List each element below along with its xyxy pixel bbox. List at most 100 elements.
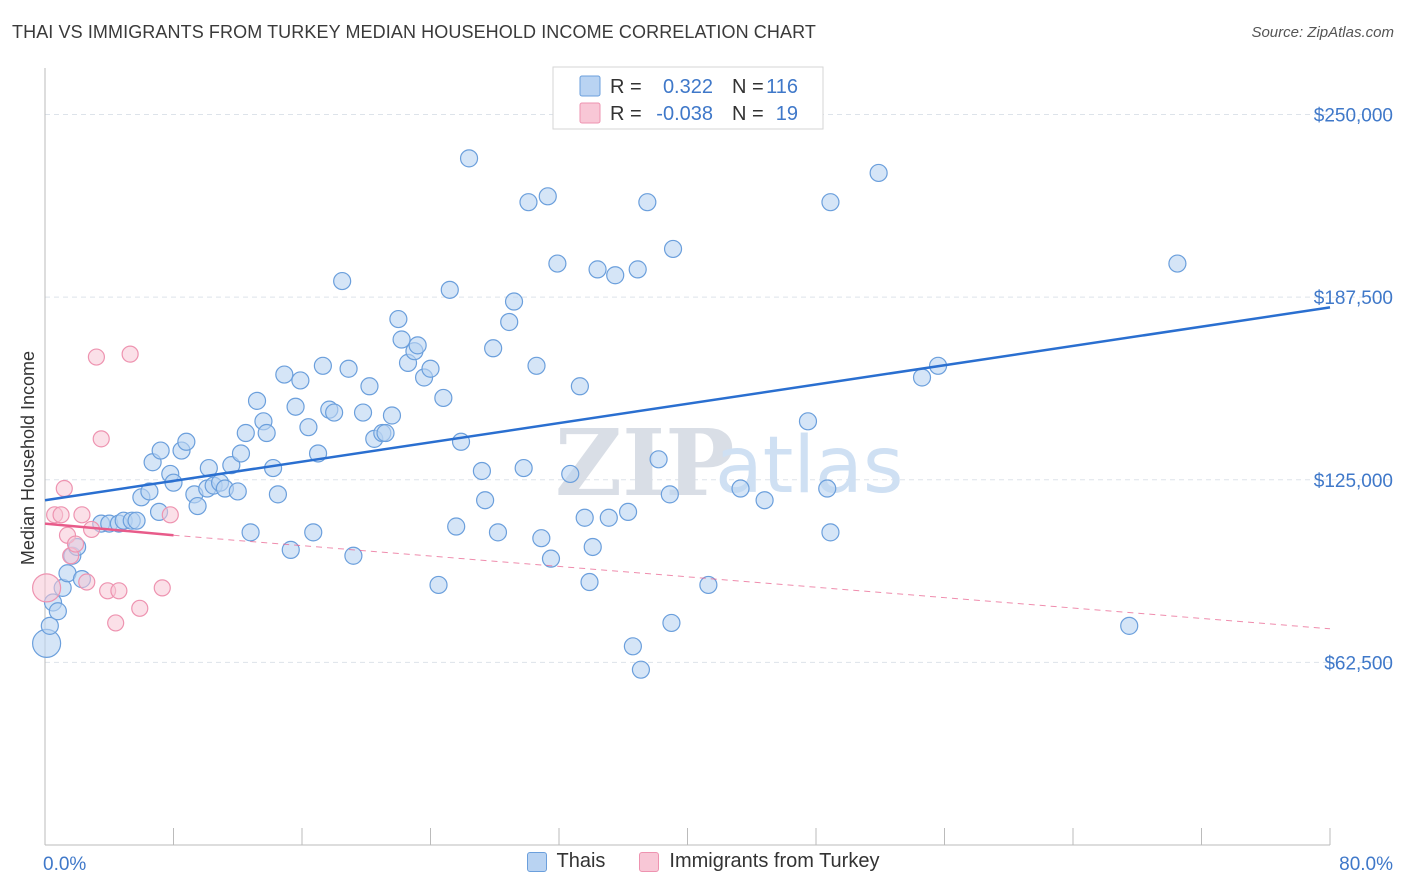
turkey-point-15: [121, 345, 139, 363]
x-tick-label-1: 80.0%: [1339, 854, 1393, 875]
bottom-legend: Thais Immigrants from Turkey: [0, 850, 1406, 873]
thais-point-69: [440, 280, 459, 299]
thais-point-82: [532, 529, 551, 548]
chart-source: Source: ZipAtlas.com: [1251, 24, 1394, 41]
thais-point-50: [325, 403, 344, 422]
thais-point-86: [561, 464, 580, 484]
turkey-point-7: [73, 506, 91, 524]
thais-point-46: [304, 523, 323, 542]
legend-n-value-2: 19: [776, 103, 798, 125]
thais-point-58: [376, 423, 395, 443]
thais-point-91: [588, 260, 607, 279]
y-tick-label-0: $62,500: [1324, 653, 1393, 674]
watermark: ZIP atlas: [555, 409, 904, 517]
thais-point-88: [575, 508, 594, 527]
thais-point-83: [538, 187, 557, 206]
thais-trend-line: [44, 306, 1331, 502]
thais-point-67: [429, 575, 448, 595]
x-tick-label-0: 0.0%: [43, 854, 86, 875]
thais-point-79: [514, 458, 533, 478]
grid-lines: [45, 114, 1395, 663]
y-axis-label: Median Household Income: [18, 351, 38, 565]
thais-point-54: [353, 403, 373, 422]
thais-point-66: [421, 359, 440, 378]
y-tick-label-2: $187,500: [1314, 288, 1393, 309]
turkey-point-16: [131, 599, 149, 617]
turkey-point-11: [92, 430, 110, 448]
trend-lines: [44, 306, 1331, 630]
bottom-legend-turkey: Immigrants from Turkey: [639, 850, 879, 873]
turkey-point-2: [52, 506, 70, 524]
thais-point-113: [1120, 616, 1139, 635]
thais-point-101: [662, 613, 681, 633]
legend-n-label-1: N =: [732, 76, 764, 98]
thais-point-80: [519, 193, 538, 212]
thais-point-102: [663, 239, 683, 259]
thais-point-44: [291, 371, 310, 390]
turkey-point-18: [161, 506, 179, 524]
thais-point-84: [541, 549, 561, 568]
legend-r-label-2: R =: [610, 103, 642, 125]
thais-point-36: [247, 391, 267, 410]
thais-point-35: [241, 523, 260, 542]
thais-point-90: [583, 537, 602, 557]
bottom-legend-label-turkey: Immigrants from Turkey: [669, 850, 880, 872]
thais-point-38: [257, 423, 276, 443]
legend-r-value-1: 0.322: [663, 76, 713, 98]
thais-point-95: [623, 637, 642, 656]
thais-point-108: [821, 523, 840, 542]
thais-point-51: [333, 271, 352, 291]
thais-point-81: [527, 356, 546, 375]
thais-point-105: [755, 491, 774, 510]
thais-point-68: [434, 388, 453, 408]
thais-point-75: [484, 339, 503, 358]
thais-point-94: [618, 502, 638, 522]
thais-point-32: [228, 482, 247, 501]
thais-point-106: [798, 412, 818, 431]
thais-point-16: [140, 482, 159, 501]
watermark-atlas: atlas: [715, 421, 904, 511]
turkey-point-8: [78, 573, 96, 591]
thais-point-74: [476, 491, 495, 510]
legend-n-value-1: 116: [766, 76, 798, 98]
thais-point-78: [504, 292, 524, 311]
thais-point-43: [286, 397, 305, 416]
thais-point-61: [392, 330, 411, 349]
thais-point-19: [151, 441, 170, 460]
turkey-point-14: [110, 582, 128, 600]
data-points: [32, 149, 1187, 679]
thais-point-40: [268, 485, 288, 504]
watermark-zip: ZIP: [555, 409, 734, 517]
bottom-legend-label-thais: Thais: [556, 850, 606, 872]
turkey-point-17: [153, 579, 171, 597]
thais-point-92: [599, 508, 618, 527]
turkey-point-6: [66, 535, 85, 553]
axes: [44, 68, 1331, 846]
thais-point-1: [40, 616, 59, 635]
thais-point-48: [313, 356, 332, 375]
legend-swatch-thais: [579, 75, 601, 97]
thais-point-96: [628, 260, 647, 279]
thais-point-64: [408, 336, 427, 355]
chart-title: THAI VS IMMIGRANTS FROM TURKEY MEDIAN HO…: [12, 22, 816, 42]
thais-point-55: [360, 377, 379, 396]
legend-swatch-turkey: [579, 102, 601, 124]
legend-r-label-1: R =: [610, 76, 642, 98]
thais-point-114: [1168, 254, 1187, 273]
thais-point-25: [188, 496, 207, 516]
legend-n-label-2: N =: [732, 103, 764, 125]
thais-point-109: [821, 193, 840, 212]
thais-point-31: [222, 456, 241, 475]
y-tick-label-3: $250,000: [1314, 106, 1393, 127]
thais-point-70: [447, 517, 466, 536]
thais-point-99: [649, 450, 668, 469]
thais-point-59: [382, 406, 402, 425]
thais-point-60: [389, 309, 408, 329]
thais-point-76: [488, 523, 508, 542]
thais-point-107: [818, 479, 837, 498]
thais-point-23: [177, 432, 196, 451]
thais-point-110: [869, 163, 888, 183]
bottom-legend-thais: Thais: [526, 850, 606, 873]
legend: R = 0.322 N = 116 R = -0.038 N = 19: [552, 66, 824, 130]
turkey-point-3: [55, 479, 73, 498]
